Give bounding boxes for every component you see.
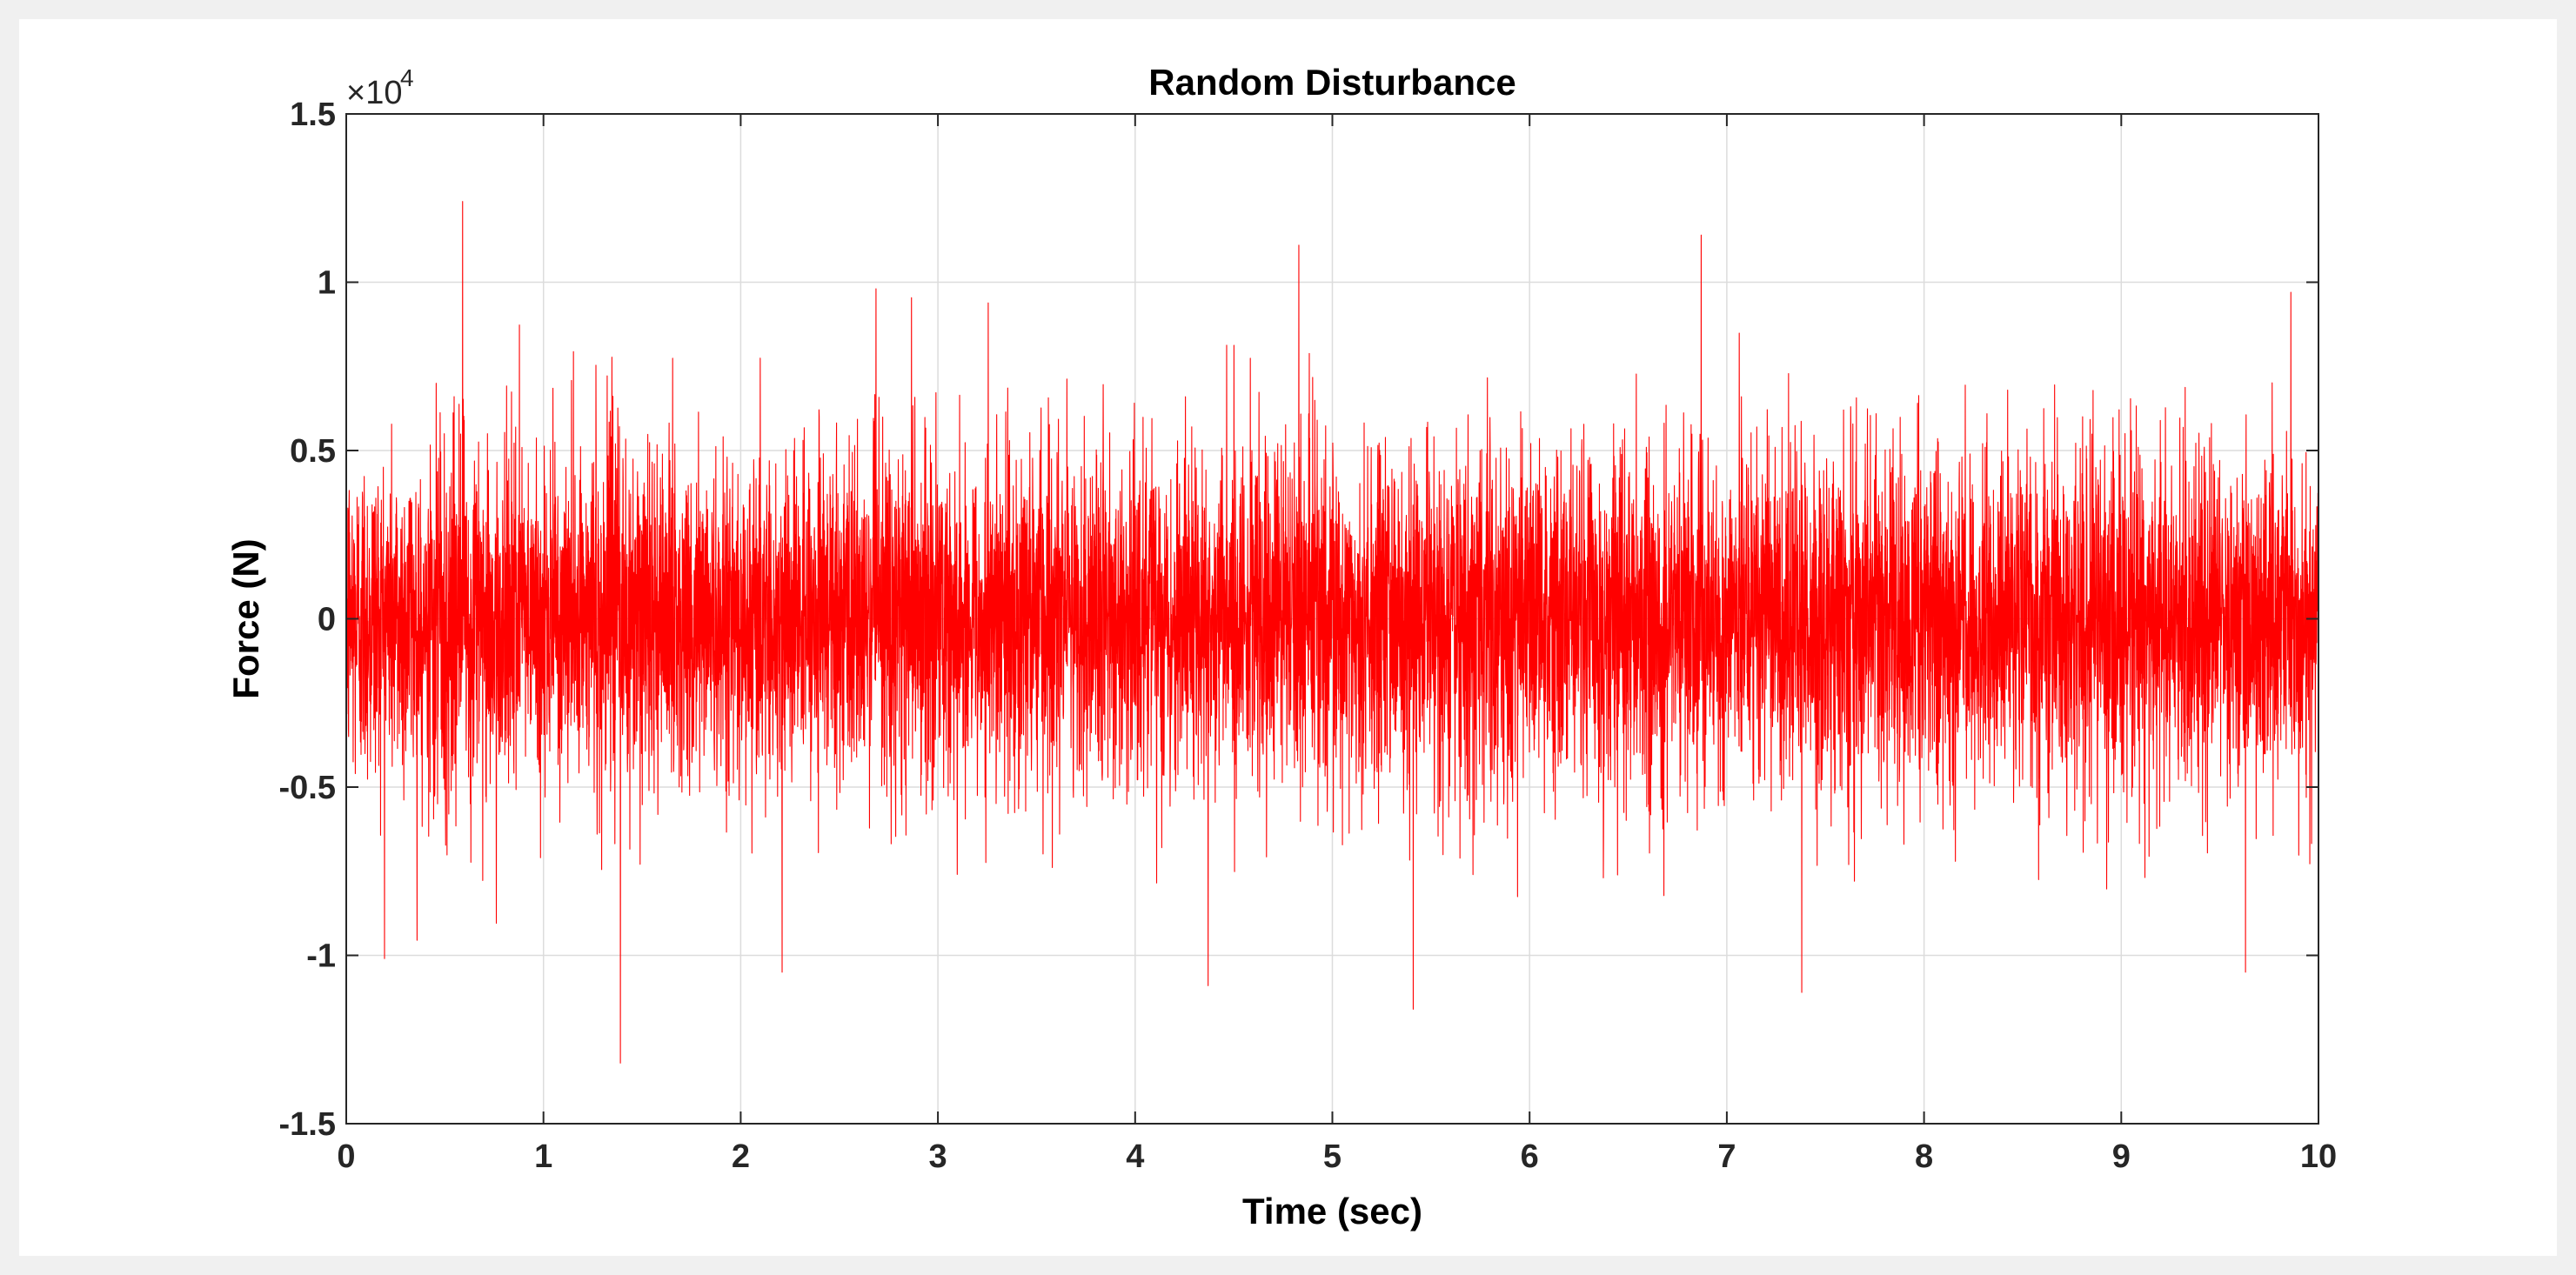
y-tick-label: 0.5: [290, 433, 336, 470]
x-tick-label: 5: [1323, 1138, 1342, 1175]
axis-ticks: [345, 113, 2319, 1125]
y-tick-label: 1.5: [290, 97, 336, 133]
x-tick-label: 2: [732, 1138, 750, 1175]
x-tick-label: 1: [534, 1138, 552, 1175]
x-tick-label: 8: [1915, 1138, 1933, 1175]
x-tick-label: 6: [1521, 1138, 1539, 1175]
y-axis-title: Force (N): [225, 538, 266, 698]
y-tick-label: -1.5: [279, 1106, 336, 1143]
series-line: [345, 201, 2319, 1064]
x-tick-label: 3: [929, 1138, 947, 1175]
x-tick-label: 9: [2112, 1138, 2131, 1175]
x-tick-label: 4: [1126, 1138, 1144, 1175]
tick-labels: 0 1 2 3 4 5 6 7 8 9 10 -1.5 -1 -0.5 0 0.5 1 1.5: [279, 97, 2338, 1175]
series-layer: [345, 201, 2319, 1064]
y-tick-label: 0: [318, 602, 336, 638]
x-axis-title: Time (sec): [1242, 1191, 1422, 1232]
x-tick-label: 7: [1717, 1138, 1736, 1175]
chart-title: Random Disturbance: [1148, 62, 1515, 103]
y-tick-label: 1: [318, 265, 336, 302]
y-tick-label: -0.5: [279, 770, 336, 806]
y-exponent-multiplier: ×10: [346, 75, 402, 111]
y-exponent-power: 4: [400, 64, 414, 91]
x-tick-label: 0: [337, 1138, 355, 1175]
x-tick-label: 10: [2300, 1138, 2337, 1175]
y-tick-label: -1: [306, 938, 336, 975]
